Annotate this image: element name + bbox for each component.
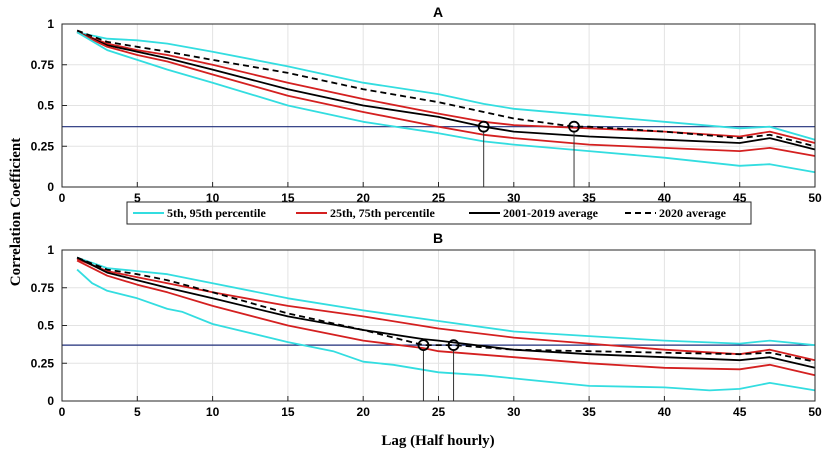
- x-tick-label: 45: [733, 405, 747, 419]
- series-line: [76, 256, 816, 346]
- panel-a-grid: [62, 24, 815, 187]
- marker-circle: [447, 339, 460, 352]
- y-tick-label: 0.25: [31, 356, 55, 370]
- x-tick-label: 40: [658, 405, 672, 419]
- series-line: [76, 31, 816, 144]
- series-line: [76, 31, 816, 151]
- panel-a-y-ticks: 0 0.25 0.5 0.75 1: [31, 17, 67, 194]
- legend-box: [126, 201, 752, 225]
- panel-b-series: [62, 256, 816, 392]
- x-axis-label: Lag (Half hourly): [381, 433, 494, 449]
- series-line: [76, 31, 816, 157]
- y-tick-label: 0: [47, 180, 54, 194]
- marker-circle: [417, 339, 430, 352]
- x-tick-label: 0: [59, 405, 66, 419]
- series-line: [76, 256, 816, 363]
- panel-a-title: A: [433, 4, 443, 20]
- y-tick-label: 0.25: [31, 139, 55, 153]
- legend-label-5th-95th: 5th, 95th percentile: [167, 206, 266, 220]
- x-tick-label: 50: [808, 191, 822, 205]
- y-tick-label: 0: [47, 394, 54, 408]
- x-tick-label: 0: [59, 191, 66, 205]
- y-tick-label: 1: [47, 17, 54, 31]
- y-tick-label: 1: [47, 243, 54, 257]
- series-line: [76, 29, 816, 148]
- x-tick-label: 5: [134, 405, 141, 419]
- x-tick-label: 30: [507, 405, 521, 419]
- series-line: [76, 268, 816, 392]
- panel-b-y-ticks: 0 0.25 0.5 0.75 1: [31, 243, 67, 408]
- legend-label-2001-2019: 2001-2019 average: [503, 206, 599, 220]
- panel-a: 0 5 10 15 20 25 30 35 40 45 50 00.250.50.751 A: [31, 4, 822, 205]
- series-line: [76, 256, 816, 369]
- x-tick-label: 15: [281, 405, 295, 419]
- legend-label-25th-75th: 25th, 75th percentile: [330, 206, 435, 220]
- panel-b-title: B: [433, 230, 443, 246]
- panel-b-markers: [417, 339, 460, 401]
- legend: 5th, 95th percentile 25th, 75th percenti…: [126, 201, 752, 225]
- y-tick-label: 0.75: [31, 58, 55, 72]
- panel-a-markers: [477, 120, 580, 187]
- series-line: [76, 259, 816, 377]
- y-axis-label: Correlation Coefficient: [8, 138, 24, 286]
- x-tick-label: 50: [808, 405, 822, 419]
- x-tick-label: 10: [206, 405, 220, 419]
- x-tick-label: 35: [582, 405, 596, 419]
- series-line: [76, 31, 816, 174]
- x-tick-label: 20: [357, 405, 371, 419]
- legend-label-2020: 2020 average: [659, 206, 727, 220]
- marker-circle: [568, 120, 580, 133]
- y-tick-label: 0.5: [37, 99, 54, 113]
- panel-b: 0 5 10 15 20 25 30 35 40 45 50 0 0.25 0.5 0.75 1 B: [31, 230, 822, 419]
- x-tick-label: 5: [134, 191, 141, 205]
- panel-a-series: [62, 29, 816, 174]
- marker-circle: [477, 120, 490, 133]
- panel-b-x-ticks: 0 5 10 15 20 25 30 35 40 45 50: [59, 396, 822, 419]
- y-tick-label: 0.5: [37, 319, 54, 333]
- y-tick-label: 0.75: [31, 281, 55, 295]
- series-line: [76, 31, 816, 141]
- x-tick-label: 25: [432, 405, 446, 419]
